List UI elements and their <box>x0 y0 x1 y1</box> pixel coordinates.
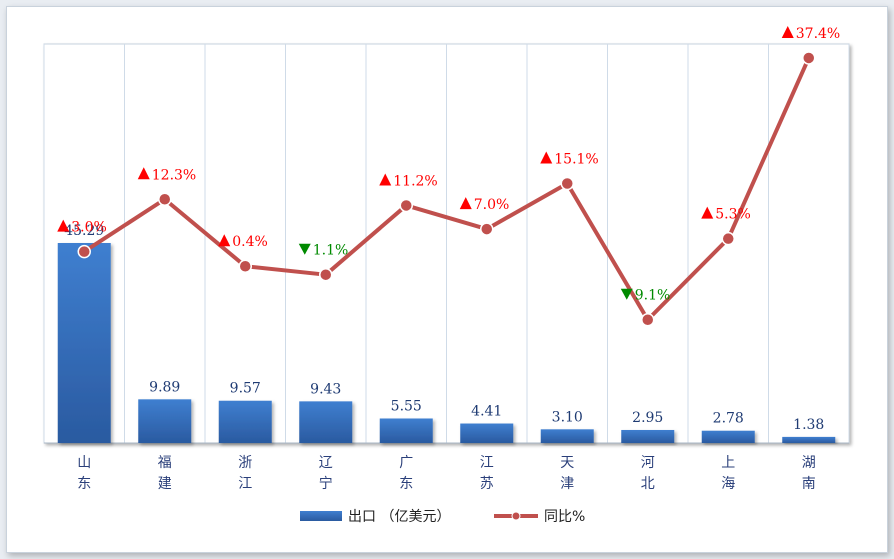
category-label: 江 <box>480 455 494 471</box>
line-point <box>399 198 413 213</box>
up-triangle-icon <box>459 197 472 210</box>
line-value-text: 1.1% <box>313 243 349 259</box>
category-label: 北 <box>641 476 655 492</box>
category-label: 河 <box>641 455 655 471</box>
chart-frame: 45.29 9.89 9.57 9.43 5.55 4.41 3.10 2.95 2.78 1.3… <box>6 6 888 553</box>
bar-value-labels: 45.29 9.89 9.57 9.43 5.55 4.41 3.10 2.95 2.78 1.3… <box>64 223 824 433</box>
category-label: 海 <box>721 476 735 492</box>
category-label: 山 <box>77 455 91 471</box>
line-value-text: 0.4% <box>232 234 268 250</box>
up-triangle-icon <box>379 173 392 186</box>
bar-value-label: 5.55 <box>391 398 422 414</box>
bar <box>299 401 353 443</box>
category-label: 福 <box>158 455 172 471</box>
legend-line-label: 同比% <box>544 509 585 525</box>
bar <box>701 430 755 443</box>
up-triangle-icon <box>218 234 231 247</box>
line-point <box>802 51 816 65</box>
category-label: 苏 <box>480 476 494 492</box>
line-point <box>238 259 252 273</box>
bar-value-label: 9.43 <box>310 381 341 397</box>
legend-bar-label: 出口 （亿美元） <box>348 509 450 525</box>
line-value-text: 3.0% <box>71 220 107 236</box>
line-point <box>721 231 735 246</box>
line-value-label: 11.2% <box>379 173 438 189</box>
category-label: 天 <box>560 455 574 471</box>
category-label: 建 <box>158 476 172 492</box>
bar-value-label: 3.10 <box>552 409 583 425</box>
legend: 出口 （亿美元） 同比% <box>300 509 585 525</box>
category-label: 津 <box>560 476 574 492</box>
line-point <box>158 192 172 207</box>
line-value-text: 12.3% <box>152 167 196 183</box>
category-label: 南 <box>802 476 816 492</box>
down-triangle-icon <box>620 288 633 300</box>
line-point <box>641 312 655 327</box>
line-point <box>480 222 494 236</box>
category-label: 辽 <box>319 455 333 471</box>
line-value-label: 7.0% <box>459 197 510 213</box>
category-label: 上 <box>721 455 735 471</box>
down-triangle-icon <box>298 243 311 255</box>
bar-series <box>57 243 836 443</box>
line-value-label: 9.1% <box>620 288 671 304</box>
bar-value-label: 45.29 <box>64 223 104 239</box>
line-value-label: 12.3% <box>137 167 196 183</box>
category-label: 东 <box>77 476 91 492</box>
line-series <box>77 51 816 327</box>
line-value-label: 5.3% <box>701 206 751 223</box>
bar-value-label: 1.38 <box>793 417 824 433</box>
legend-bar-swatch <box>300 511 342 521</box>
bar <box>782 436 836 443</box>
bar <box>460 423 514 443</box>
line-value-label: 0.4% <box>218 234 268 250</box>
line-value-label: 15.1% <box>540 151 599 167</box>
category-label: 宁 <box>319 475 333 492</box>
bar-value-label: 2.95 <box>632 410 663 426</box>
up-triangle-icon <box>540 151 553 164</box>
line-value-labels: 3.0% 12.3% 0.4% 1.1% 11.2% 7.0% 15.1% 9.1% 5.3% 3… <box>57 25 840 304</box>
up-triangle-icon <box>781 25 794 38</box>
bar <box>379 418 433 443</box>
bar <box>57 243 111 443</box>
grid-lines <box>43 44 850 444</box>
bar <box>621 429 675 443</box>
line-value-text: 7.0% <box>474 197 510 213</box>
line-point <box>560 176 574 191</box>
up-triangle-icon <box>701 206 714 219</box>
bar <box>138 399 192 443</box>
line-value-label: 3.0% <box>57 219 107 236</box>
line-value-text: 11.2% <box>393 173 437 189</box>
line-value-text: 9.1% <box>635 288 671 304</box>
category-label: 湖 <box>802 455 816 471</box>
bar-value-label: 9.89 <box>149 379 180 395</box>
line-value-text: 5.3% <box>715 207 751 223</box>
category-label: 广 <box>399 455 413 471</box>
chart-svg: 45.29 9.89 9.57 9.43 5.55 4.41 3.10 2.95 2.78 1.3… <box>43 25 850 525</box>
line-value-text: 37.4% <box>796 26 840 42</box>
bar <box>540 429 594 443</box>
category-label: 浙 <box>238 455 252 471</box>
bar-value-label: 9.57 <box>230 381 261 397</box>
bar <box>218 400 272 443</box>
line-value-label: 1.1% <box>298 243 349 259</box>
up-triangle-icon <box>137 167 150 180</box>
line-path <box>83 57 811 322</box>
category-label: 江 <box>238 476 252 492</box>
category-label: 东 <box>399 476 413 492</box>
up-triangle-icon <box>57 219 70 232</box>
bar-value-label: 4.41 <box>471 404 502 420</box>
line-point <box>77 244 91 259</box>
line-value-label: 37.4% <box>781 25 840 42</box>
line-point <box>319 267 333 282</box>
legend-line-marker <box>511 511 521 521</box>
line-value-text: 15.1% <box>554 151 598 167</box>
bar-value-label: 2.78 <box>713 411 744 427</box>
